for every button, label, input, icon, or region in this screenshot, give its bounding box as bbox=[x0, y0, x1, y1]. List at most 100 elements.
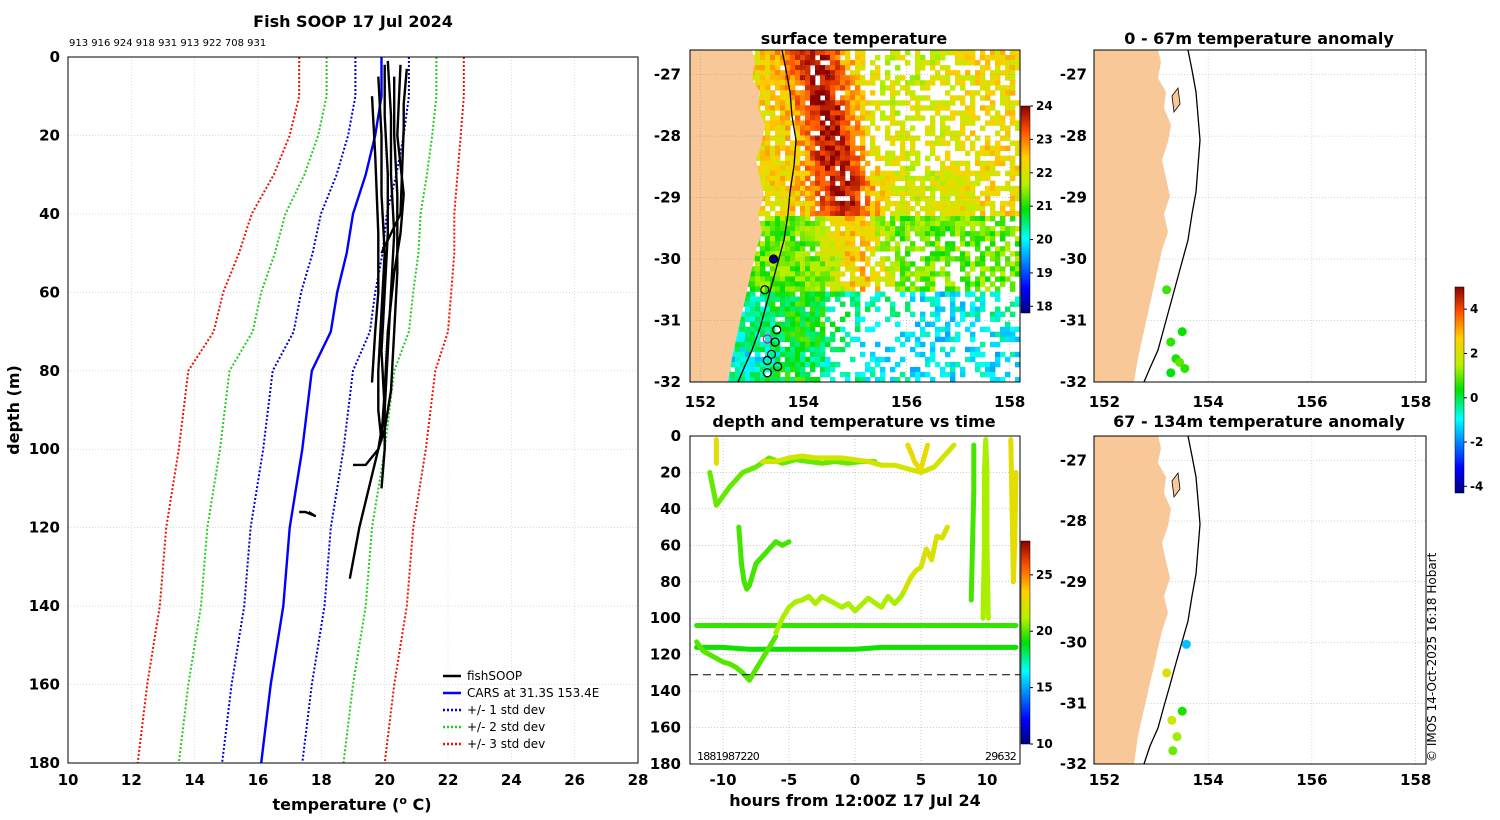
profile-xtick-label: 10 bbox=[58, 771, 79, 789]
sst-pixel bbox=[945, 70, 951, 76]
sst-pixel bbox=[910, 346, 916, 353]
sst-pixel bbox=[860, 55, 866, 61]
sst-pixel bbox=[765, 291, 771, 297]
sst-pixel bbox=[730, 361, 736, 368]
sst-pixel bbox=[775, 125, 781, 131]
profile-std2-upper bbox=[342, 57, 438, 764]
sst-pixel bbox=[980, 266, 986, 272]
sst-pixel bbox=[805, 120, 811, 126]
sst-pixel bbox=[860, 286, 866, 292]
sst-pixel bbox=[965, 326, 971, 333]
profile-fishsoop-cast bbox=[377, 76, 386, 442]
sst-pixel bbox=[795, 65, 801, 71]
sst-pixel bbox=[840, 145, 846, 151]
sst-pixel bbox=[790, 80, 796, 86]
sst-pixel bbox=[760, 110, 766, 116]
sst-pixel bbox=[1010, 271, 1016, 277]
sst-pixel bbox=[860, 236, 866, 242]
sst-pixel bbox=[865, 261, 871, 267]
sst-pixel bbox=[860, 211, 866, 217]
sst-pixel bbox=[960, 95, 966, 101]
sst-pixel bbox=[830, 190, 836, 197]
sst-pixel bbox=[900, 170, 906, 177]
sst-pixel bbox=[995, 50, 1001, 56]
sst-pixel bbox=[770, 180, 776, 187]
sst-pixel bbox=[885, 236, 891, 242]
sst-pixel bbox=[775, 75, 781, 81]
sst-pixel bbox=[780, 271, 786, 277]
sst-pixel bbox=[915, 135, 921, 141]
sst-pixel bbox=[820, 195, 826, 202]
anomaly-point bbox=[1167, 715, 1177, 725]
sst-pixel bbox=[780, 100, 786, 106]
sst-pixel bbox=[765, 261, 771, 267]
sst-pixel bbox=[975, 175, 981, 182]
anomaly-xtick-label: 154 bbox=[1192, 771, 1223, 789]
sst-pixel bbox=[840, 271, 846, 277]
sst-pixel bbox=[820, 216, 826, 222]
sst-pixel bbox=[800, 361, 806, 368]
sst-pixel bbox=[760, 371, 766, 378]
sst-pixel bbox=[815, 155, 821, 161]
sst-pixel bbox=[960, 236, 966, 242]
sst-pixel bbox=[755, 377, 761, 382]
sst-pixel bbox=[745, 301, 751, 307]
sst-pixel bbox=[875, 356, 881, 363]
sst-pixel bbox=[905, 80, 911, 86]
sst-pixel bbox=[845, 371, 851, 378]
sst-pixel bbox=[800, 286, 806, 292]
sst-pixel bbox=[955, 231, 961, 237]
sst-pixel bbox=[760, 296, 766, 302]
sst-pixel bbox=[835, 80, 841, 86]
sst-pixel bbox=[920, 221, 926, 227]
sst-pixel bbox=[875, 200, 881, 207]
sst-pixel bbox=[840, 205, 846, 212]
sst-pixel bbox=[950, 100, 956, 106]
sst-pixel bbox=[830, 261, 836, 267]
sst-pixel bbox=[800, 301, 806, 307]
sst-pixel bbox=[945, 165, 951, 172]
sst-pixel bbox=[1010, 170, 1016, 177]
sst-pixel bbox=[825, 216, 831, 222]
sst-pixel bbox=[870, 200, 876, 207]
sst-pixel bbox=[905, 150, 911, 156]
sst-pixel bbox=[905, 85, 911, 91]
sst-pixel bbox=[935, 226, 941, 232]
sst-pixel bbox=[1015, 150, 1020, 156]
sst-pixel bbox=[810, 241, 816, 247]
sst-pixel bbox=[795, 371, 801, 378]
sst-pixel bbox=[805, 80, 811, 86]
sst-pixel bbox=[995, 75, 1001, 81]
sst-pixel bbox=[910, 331, 916, 338]
sst-pixel bbox=[960, 175, 966, 182]
sst-pixel bbox=[915, 271, 921, 277]
sst-pixel bbox=[755, 50, 761, 56]
sst-pixel bbox=[955, 195, 961, 202]
sst-pixel bbox=[975, 70, 981, 76]
sst-pixel bbox=[905, 236, 911, 242]
sst-pixel bbox=[780, 160, 786, 167]
sst-pixel bbox=[955, 286, 961, 292]
sst-pixel bbox=[740, 331, 746, 338]
sst-pixel bbox=[795, 306, 801, 312]
sst-pixel bbox=[820, 321, 826, 327]
sst-pixel bbox=[835, 170, 841, 177]
sst-pixel bbox=[855, 306, 861, 312]
sst-pixel bbox=[1000, 125, 1006, 131]
sst-pixel bbox=[840, 346, 846, 353]
sst-pixel bbox=[920, 231, 926, 237]
sst-pixel bbox=[970, 221, 976, 227]
sst-pixel bbox=[870, 266, 876, 272]
sst-pixel bbox=[760, 311, 766, 317]
sst-pixel bbox=[960, 311, 966, 317]
sst-pixel bbox=[825, 155, 831, 161]
sst-pixel bbox=[1010, 160, 1016, 167]
timedepth-track bbox=[902, 524, 950, 592]
sst-pixel bbox=[810, 316, 816, 322]
sst-pixel bbox=[895, 65, 901, 71]
sst-pixel bbox=[830, 361, 836, 368]
sst-pixel bbox=[900, 130, 906, 136]
sst-pixel bbox=[1010, 50, 1016, 56]
sst-pixel bbox=[980, 361, 986, 368]
sst-pixel bbox=[795, 346, 801, 353]
